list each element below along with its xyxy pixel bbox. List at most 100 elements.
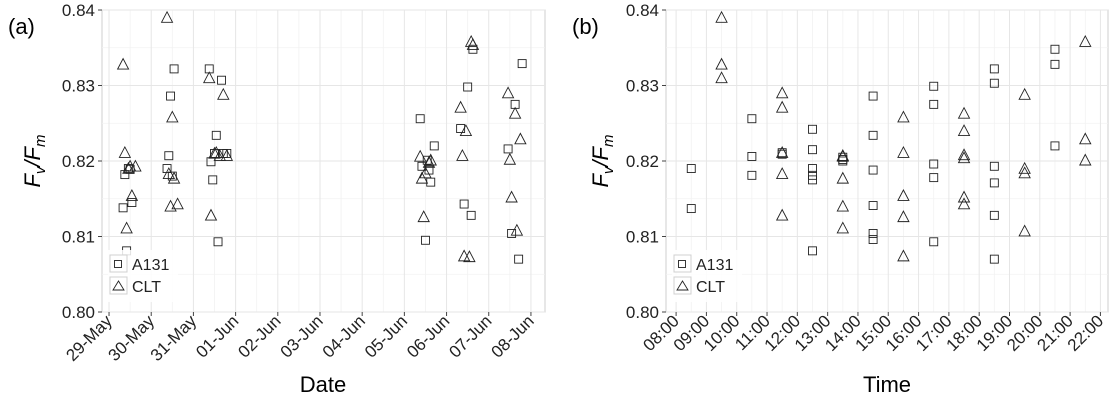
point-clt [957, 190, 971, 203]
point-a131 [808, 170, 817, 180]
point-clt [897, 110, 910, 123]
point-clt [422, 155, 436, 168]
point-clt [775, 145, 789, 158]
point-clt [160, 10, 174, 23]
point-a131 [929, 237, 939, 247]
point-a131 [1050, 59, 1060, 69]
point-clt [454, 100, 467, 113]
point-a131 [989, 161, 999, 171]
point-clt [166, 110, 179, 123]
point-clt [1079, 34, 1092, 47]
legend-label: CLT [696, 279, 725, 296]
point-a131 [808, 145, 817, 155]
y-tick-label: 0.82 [62, 152, 95, 171]
x-axis-title: Date [300, 372, 346, 397]
point-a131 [808, 164, 817, 174]
point-a131 [1050, 44, 1060, 54]
point-clt [129, 159, 142, 172]
point-a131 [989, 64, 999, 74]
point-a131 [989, 78, 999, 88]
point-clt [208, 146, 221, 159]
point-clt [456, 148, 469, 161]
point-a131 [503, 144, 513, 154]
point-a131 [463, 82, 473, 92]
point-a131 [162, 164, 172, 174]
point-a131 [459, 199, 469, 209]
point-a131 [217, 75, 226, 85]
point-a131 [929, 81, 939, 91]
point-a131 [507, 229, 517, 238]
y-tick-label: 0.81 [626, 228, 659, 247]
point-clt [775, 100, 789, 113]
point-a131 [118, 203, 128, 213]
point-a131 [747, 152, 757, 161]
point-clt [957, 151, 971, 164]
point-clt [213, 148, 227, 161]
point-clt [775, 167, 789, 180]
series-clt [715, 10, 1092, 262]
x-tick-label: 08-Jun [488, 311, 538, 361]
y-axis-title: Fv/Fm [20, 134, 49, 187]
point-a131 [747, 114, 757, 124]
point-clt [897, 189, 910, 201]
legend-key-box [673, 276, 692, 295]
legend-key-box [673, 254, 692, 273]
legend-triangle-icon [112, 280, 125, 291]
legend-triangle-icon [676, 280, 689, 291]
point-clt [715, 57, 728, 70]
point-clt [775, 208, 789, 221]
point-a131 [164, 151, 174, 161]
point-clt [715, 71, 728, 84]
point-clt [957, 148, 971, 161]
point-a131 [868, 229, 878, 238]
point-clt [1079, 132, 1092, 145]
point-clt [1018, 224, 1031, 237]
y-tick-label: 0.84 [62, 1, 95, 20]
panel-label: (b) [572, 14, 599, 39]
y-tick-label: 0.80 [626, 303, 659, 322]
panel-b: 0.800.810.820.830.8408:0009:0010:0011:00… [572, 1, 1109, 397]
point-a131 [989, 254, 999, 264]
point-a131 [169, 64, 179, 74]
point-a131 [127, 198, 137, 207]
y-tick-label: 0.84 [626, 1, 659, 20]
point-clt [957, 124, 971, 137]
point-a131 [929, 173, 939, 183]
point-clt [1079, 153, 1092, 166]
legend-square-icon [114, 260, 122, 268]
point-a131 [868, 201, 878, 210]
point-a131 [808, 124, 817, 134]
x-tick-label: 07-Jun [445, 311, 495, 361]
point-clt [459, 124, 473, 137]
point-a131 [989, 178, 999, 188]
x-tick-label: 06-Jun [403, 311, 453, 361]
point-a131 [211, 130, 221, 140]
x-tick-label: 03-Jun [277, 311, 327, 361]
point-a131 [808, 175, 817, 185]
x-tick-label: 30-May [105, 311, 159, 365]
point-a131 [686, 204, 696, 214]
point-clt [836, 221, 850, 234]
point-clt [413, 149, 427, 162]
point-clt [171, 197, 184, 210]
legend: A131 CLT [108, 250, 178, 302]
point-clt [775, 86, 789, 99]
x-tick-label: 02-Jun [234, 311, 284, 361]
point-clt [897, 210, 910, 223]
point-clt [1018, 87, 1031, 100]
point-a131 [747, 170, 757, 180]
panel-label: (a) [8, 14, 35, 39]
legend: A131 CLT [672, 250, 742, 302]
y-tick-label: 0.83 [626, 77, 659, 96]
point-clt [463, 250, 476, 263]
legend-square-icon [678, 260, 686, 268]
point-clt [505, 190, 518, 203]
point-clt [162, 167, 176, 180]
y-tick-label: 0.83 [62, 77, 95, 96]
point-a131 [1050, 141, 1060, 151]
point-clt [1018, 161, 1031, 174]
legend-label: A131 [696, 257, 733, 274]
point-clt [125, 189, 139, 201]
point-clt [501, 86, 515, 99]
panel-a: 0.800.810.820.830.8429-May30-May31-May01… [8, 1, 546, 397]
